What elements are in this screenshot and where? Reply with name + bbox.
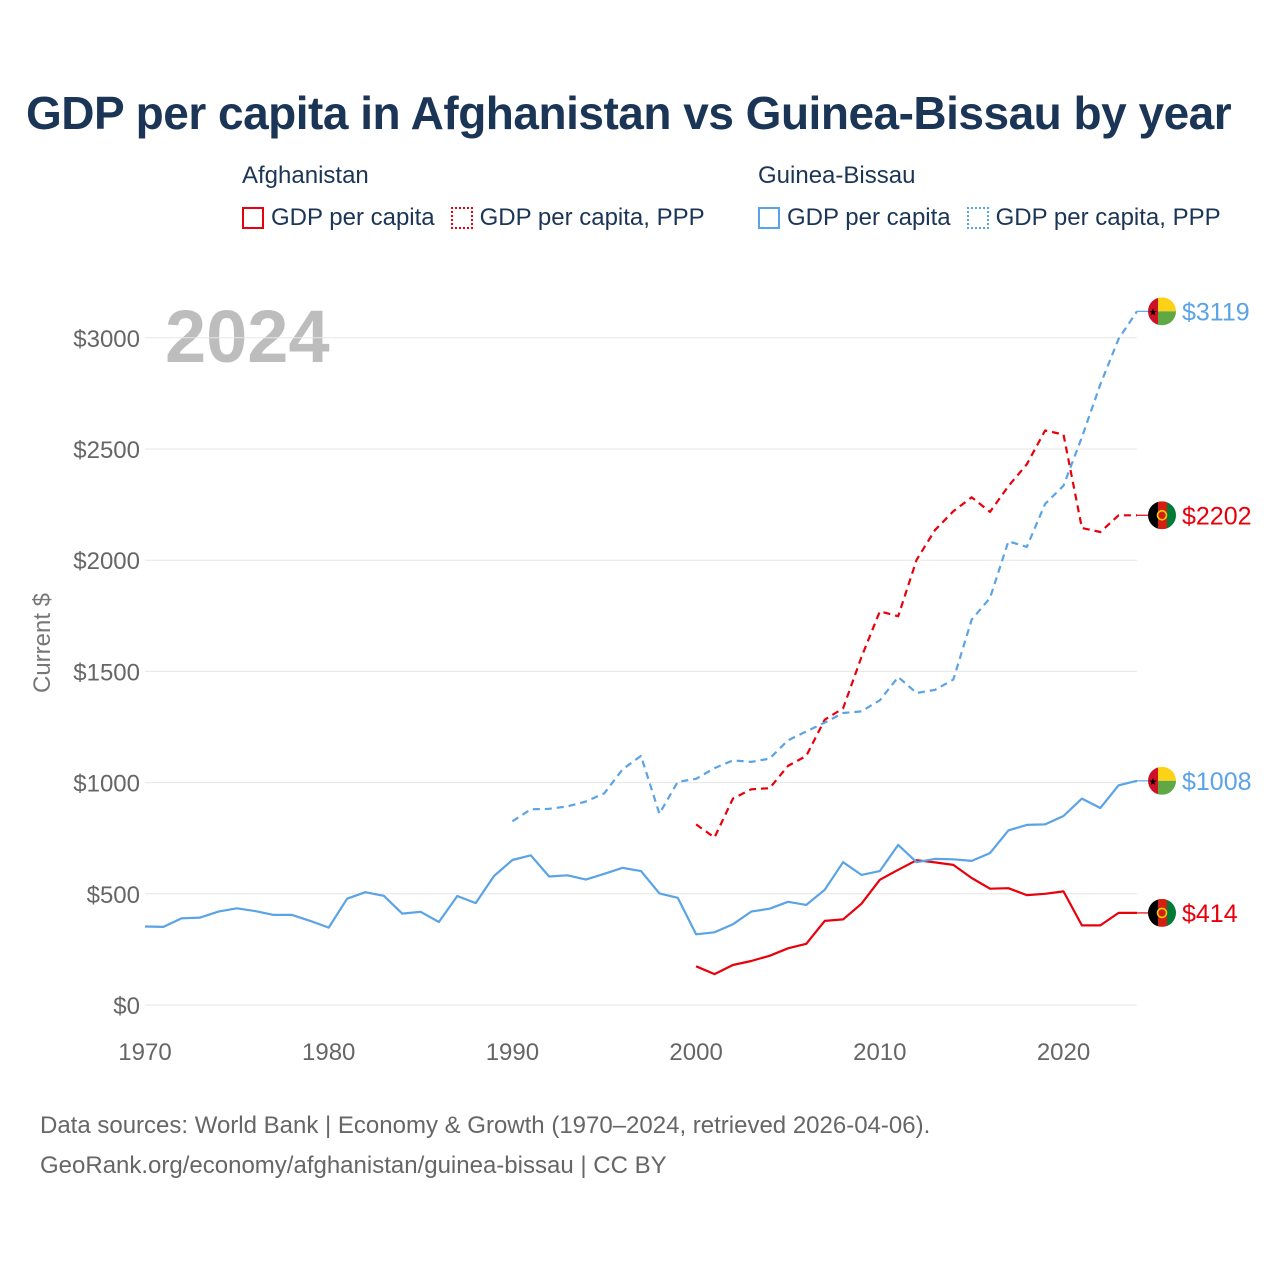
y-tick-label: $3000 <box>73 326 140 353</box>
chart-title: GDP per capita in Afghanistan vs Guinea-… <box>26 87 1232 139</box>
legend-item-afghanistan-gdp[interactable]: GDP per capita <box>242 204 435 232</box>
afghanistan-flag-icon <box>1148 898 1176 927</box>
legend-heading-guinea-bissau: Guinea-Bissau <box>758 162 916 189</box>
legend-heading-afghanistan: Afghanistan <box>242 162 369 189</box>
legend-afghanistan: Afghanistan GDP per capita GDP per capit… <box>242 162 721 232</box>
legend-label: GDP per capita, PPP <box>479 204 705 231</box>
legend-item-afghanistan-ppp[interactable]: GDP per capita, PPP <box>450 204 705 232</box>
flag-band-red <box>1148 297 1158 326</box>
legend-swatch-solid-red <box>242 207 264 229</box>
end-value-label: $414 <box>1182 900 1238 928</box>
flag-fill <box>1148 501 1176 530</box>
y-axis-label: Current $ <box>29 593 56 693</box>
series-line-guinea_bissau-gdp <box>144 779 1138 936</box>
series-line-guinea_bissau-ppp <box>511 310 1138 823</box>
flag-stripe-red <box>1158 898 1167 927</box>
flag-stripe-green <box>1167 501 1176 530</box>
legend-swatch-dotted-blue <box>966 207 989 229</box>
flag-band-red <box>1148 766 1158 795</box>
gridlines <box>145 337 1137 1006</box>
legend-label: GDP per capita <box>787 204 951 231</box>
y-tick-label: $1000 <box>73 771 140 798</box>
flag-band-yellow <box>1158 297 1176 312</box>
y-tick-label: $1500 <box>73 659 140 686</box>
series-line-afghanistan-gdp <box>695 859 1137 976</box>
flag-band-green <box>1158 780 1176 795</box>
x-tick-label: 2000 <box>669 1039 722 1066</box>
end-value-label: $3119 <box>1182 298 1250 326</box>
series-end-labels: $414 $2202 ★ $1008 ★ $3119 <box>1137 297 1252 928</box>
x-tick-label: 1990 <box>486 1039 539 1066</box>
x-tick-label: 1980 <box>302 1039 355 1066</box>
flag-band-yellow <box>1158 766 1176 781</box>
flag-emblem <box>1156 509 1168 521</box>
end-value-label: $1008 <box>1182 768 1252 796</box>
series-lines <box>144 310 1138 976</box>
legend-guinea-bissau: Guinea-Bissau GDP per capita GDP per cap… <box>758 162 1237 232</box>
flag-emblem <box>1156 907 1168 919</box>
guinea_bissau-flag-icon: ★ <box>1148 766 1176 795</box>
y-tick-label: $2000 <box>73 548 140 575</box>
footer: Data sources: World Bank | Economy & Gro… <box>40 1106 930 1186</box>
flag-fill <box>1148 898 1176 927</box>
y-tick-label: $0 <box>113 993 140 1020</box>
x-tick-label: 2020 <box>1037 1039 1090 1066</box>
flag-stripe-black <box>1148 501 1158 530</box>
legend-item-guinea-bissau-gdp[interactable]: GDP per capita <box>758 204 951 232</box>
legend-item-guinea-bissau-ppp[interactable]: GDP per capita, PPP <box>966 204 1221 232</box>
x-tick-label: 1970 <box>118 1039 171 1066</box>
x-tick-label: 2010 <box>853 1039 906 1066</box>
flag-band-green <box>1158 311 1176 326</box>
flag-stripe-green <box>1167 898 1176 927</box>
data-source-text: Data sources: World Bank | Economy & Gro… <box>40 1112 931 1139</box>
legend-swatch-dotted-red <box>450 207 473 229</box>
flag-stripe-red <box>1158 501 1167 530</box>
afghanistan-flag-icon <box>1148 501 1176 530</box>
source-url-text: GeoRank.org/economy/afghanistan/guinea-b… <box>40 1152 667 1179</box>
legend-label: GDP per capita, PPP <box>995 204 1221 231</box>
end-value-label: $2202 <box>1182 502 1252 530</box>
y-axis-ticks: $0 $500 $1000 $1500 $2000 $2500 $3000 <box>73 326 140 1020</box>
year-watermark: 2024 <box>165 295 330 378</box>
legend-swatch-solid-blue <box>758 207 780 229</box>
line-chart: 2024 $0 $500 $1000 $1500 $2000 $2500 $3000 197… <box>29 295 1252 1066</box>
y-tick-label: $2500 <box>73 437 140 464</box>
y-tick-label: $500 <box>87 882 140 909</box>
flag-star-icon: ★ <box>1149 777 1158 788</box>
flag-stripe-black <box>1148 898 1158 927</box>
x-axis-ticks: 1970 1980 1990 2000 2010 2020 <box>118 1039 1090 1066</box>
series-line-afghanistan-ppp <box>695 429 1137 839</box>
guinea_bissau-flag-icon: ★ <box>1148 297 1176 326</box>
legend-label: GDP per capita <box>271 204 435 231</box>
flag-star-icon: ★ <box>1149 307 1158 318</box>
